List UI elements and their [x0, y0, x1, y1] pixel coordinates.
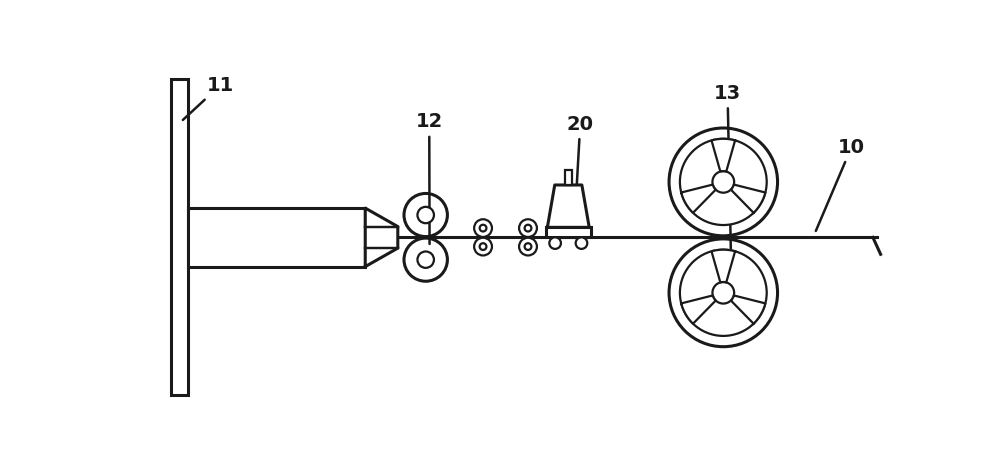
Polygon shape — [712, 250, 735, 282]
Circle shape — [480, 243, 486, 250]
Bar — [565, 170, 572, 185]
Bar — [546, 227, 591, 237]
Polygon shape — [547, 185, 589, 227]
Text: 12: 12 — [416, 112, 443, 244]
Circle shape — [519, 219, 537, 237]
Circle shape — [404, 194, 447, 236]
Circle shape — [680, 250, 767, 336]
Circle shape — [417, 207, 434, 223]
Polygon shape — [731, 185, 765, 213]
Polygon shape — [731, 296, 765, 324]
Circle shape — [549, 237, 561, 249]
Circle shape — [680, 139, 767, 225]
Circle shape — [525, 225, 531, 231]
Bar — [171, 79, 188, 395]
Text: 11: 11 — [183, 76, 234, 120]
Circle shape — [669, 239, 778, 347]
Polygon shape — [712, 139, 735, 172]
Polygon shape — [365, 208, 398, 266]
Circle shape — [576, 237, 587, 249]
Circle shape — [474, 238, 492, 255]
Polygon shape — [681, 185, 716, 213]
Text: 13: 13 — [714, 84, 741, 258]
Text: 20: 20 — [567, 115, 594, 195]
Text: 10: 10 — [816, 138, 865, 231]
Circle shape — [417, 251, 434, 268]
Circle shape — [712, 171, 734, 193]
Circle shape — [669, 128, 778, 236]
Circle shape — [404, 238, 447, 281]
Polygon shape — [681, 296, 716, 324]
Bar — [188, 208, 365, 266]
Circle shape — [474, 219, 492, 237]
Circle shape — [525, 243, 531, 250]
Circle shape — [519, 238, 537, 255]
Circle shape — [712, 282, 734, 304]
Circle shape — [480, 225, 486, 231]
